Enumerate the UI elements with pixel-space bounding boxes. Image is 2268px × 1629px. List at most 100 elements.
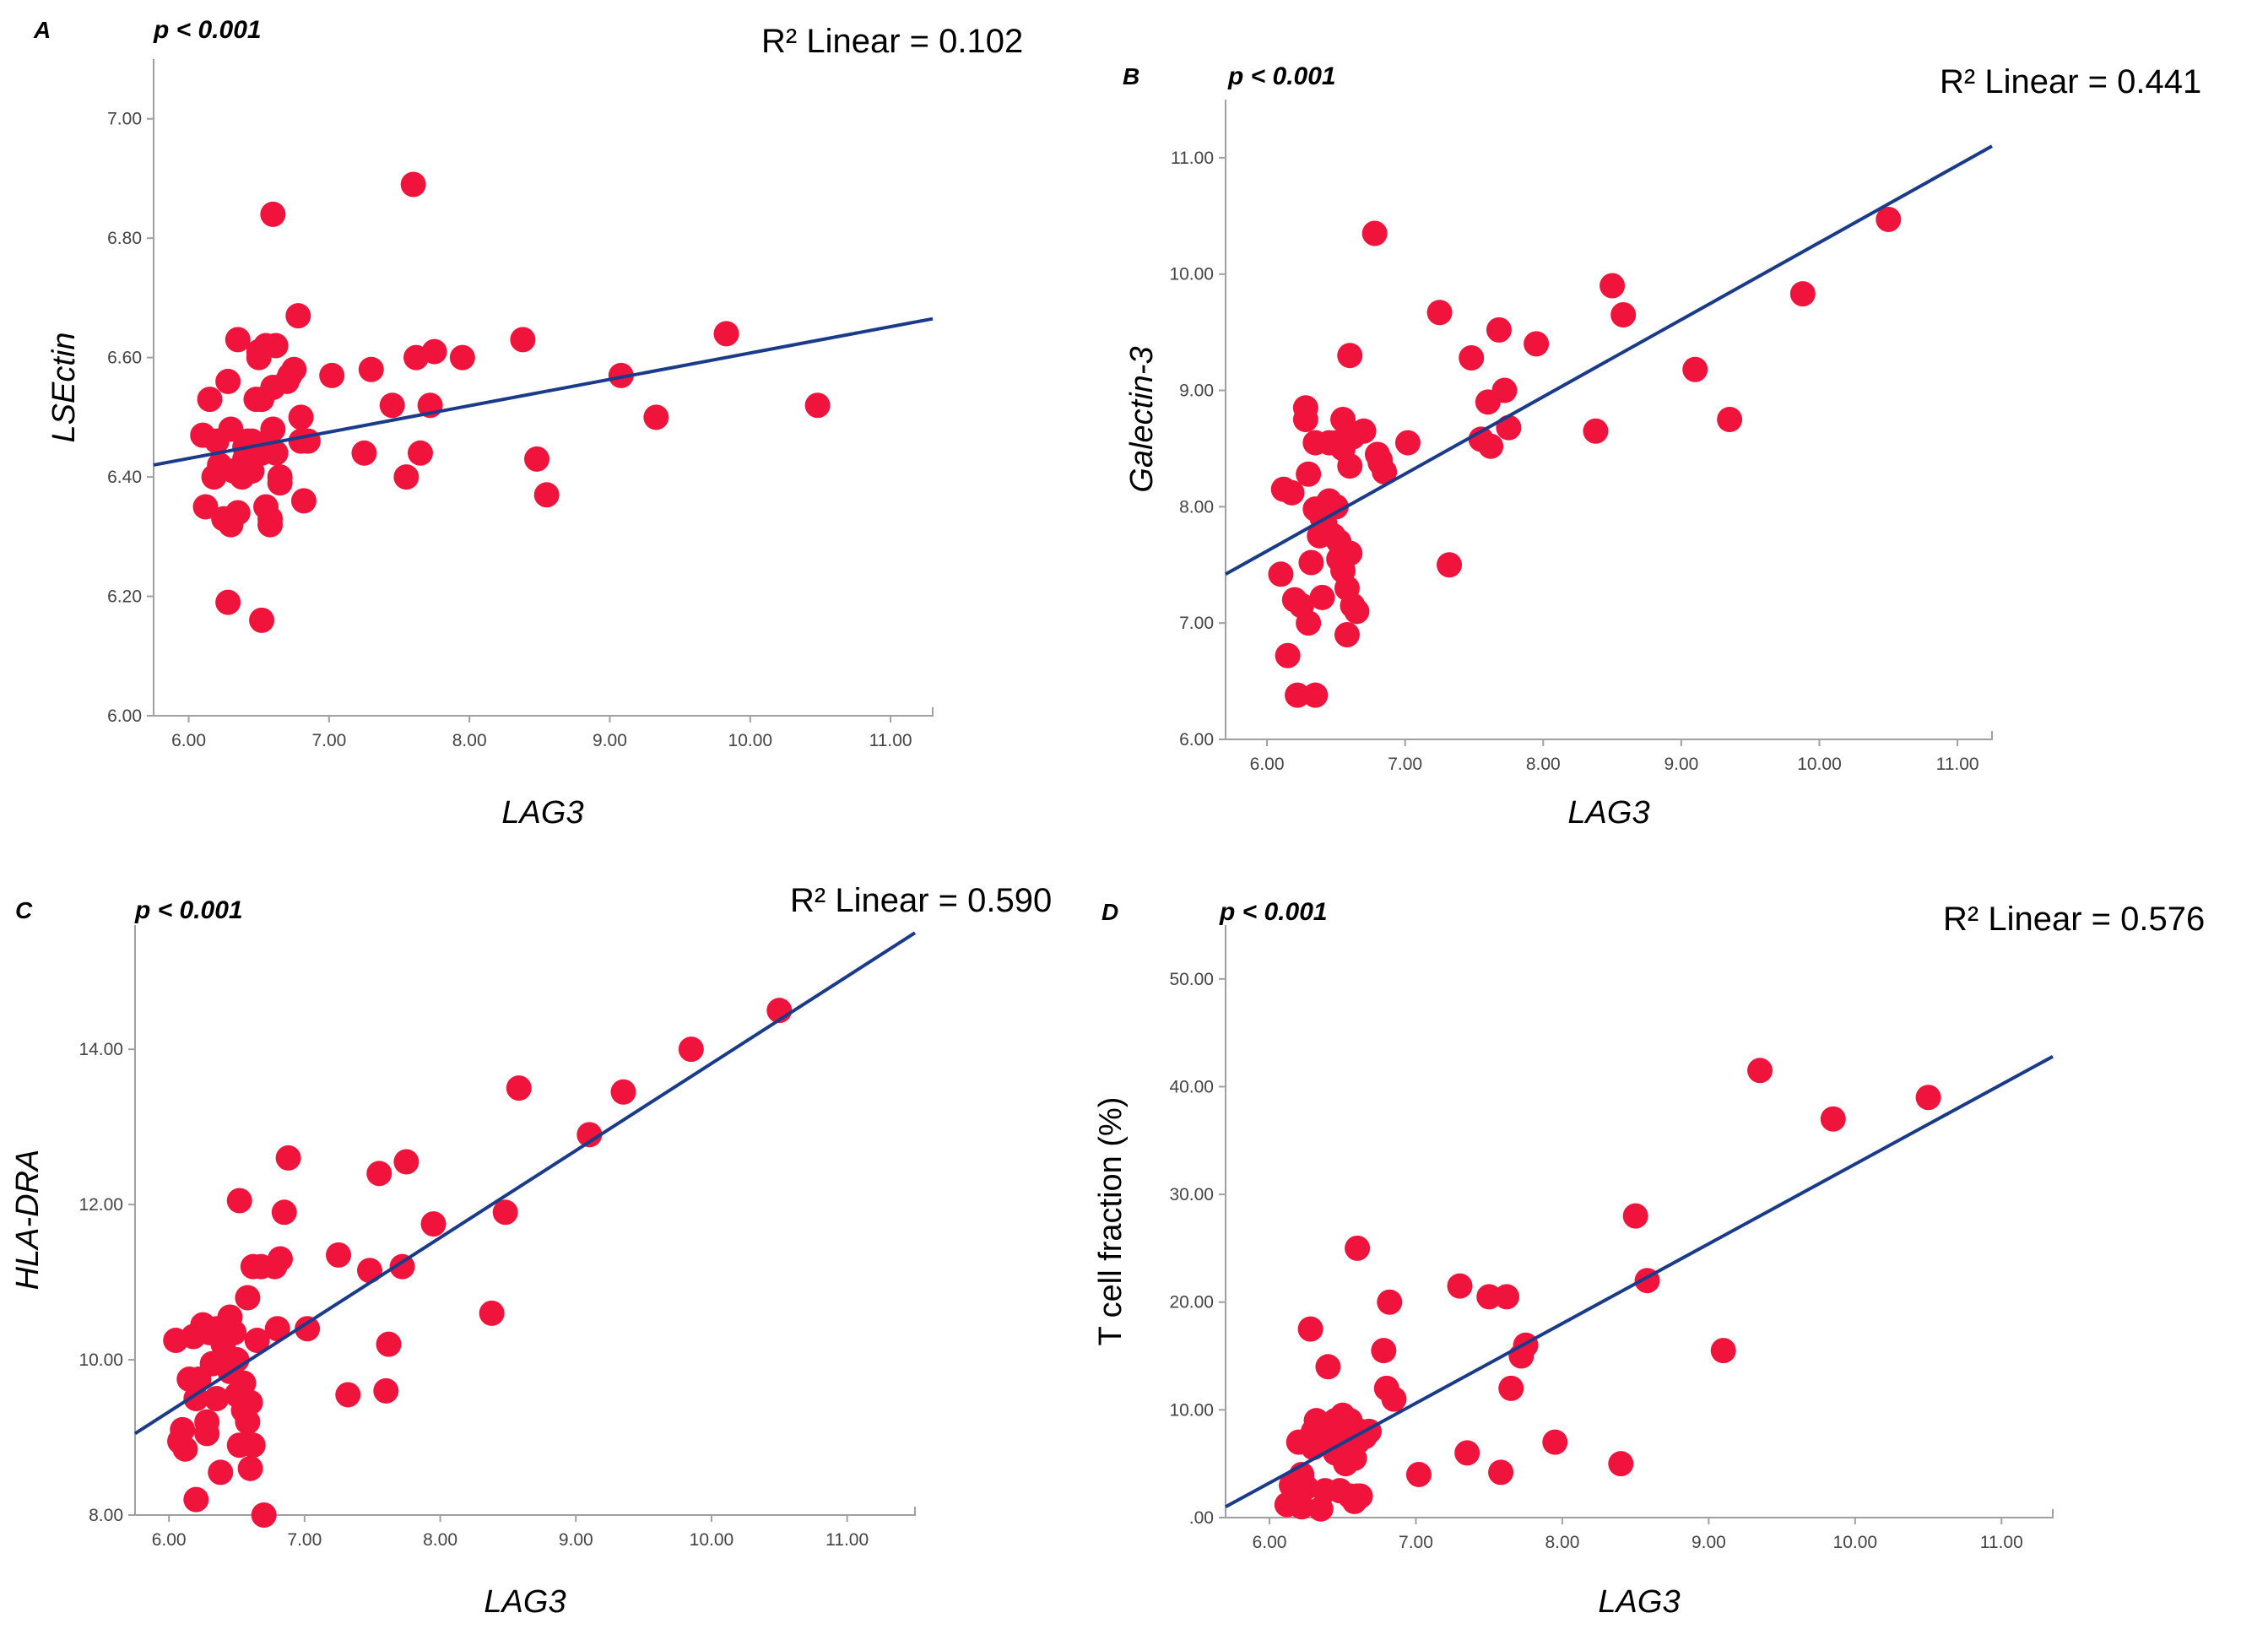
data-point <box>492 1199 518 1226</box>
data-point <box>1296 610 1322 636</box>
data-point <box>235 1285 261 1311</box>
data-point <box>1279 479 1305 506</box>
data-point <box>1361 220 1388 246</box>
data-point <box>1405 1461 1432 1487</box>
data-point <box>351 440 377 466</box>
y-axis-label: Galectin-3 <box>1124 346 1160 492</box>
fit-line <box>1225 1054 2054 1508</box>
y-tick-label: 50.00 <box>1169 970 1214 989</box>
data-point <box>1309 584 1335 610</box>
data-point <box>1268 561 1294 587</box>
x-tick-label: 9.00 <box>559 1530 593 1550</box>
data-point <box>533 482 560 508</box>
data-point <box>389 1253 415 1280</box>
data-point <box>407 440 433 466</box>
x-tick-label: 8.00 <box>423 1530 457 1550</box>
y-tick-label: 20.00 <box>1169 1293 1214 1312</box>
y-tick-label: 10.00 <box>1169 265 1214 284</box>
data-point <box>203 1386 230 1412</box>
y-tick-label: 6.00 <box>1179 730 1214 750</box>
data-point <box>257 511 284 538</box>
data-point <box>524 446 550 472</box>
x-tick-label: 7.00 <box>1388 755 1422 774</box>
data-point <box>400 171 426 198</box>
x-tick-label: 7.00 <box>287 1530 322 1550</box>
y-tick-label: 9.00 <box>1179 382 1214 401</box>
axis-frame <box>134 925 916 1516</box>
data-point <box>264 1316 290 1342</box>
data-point <box>1377 1289 1403 1315</box>
data-point <box>1298 549 1324 576</box>
x-tick-label: 11.00 <box>1980 1533 2023 1552</box>
panel-letter: C <box>15 897 33 923</box>
r-squared-label: R² Linear = 0.590 <box>790 882 1052 919</box>
data-point <box>1292 407 1318 432</box>
data-point <box>215 589 241 615</box>
y-tick-label: 12.00 <box>78 1195 123 1215</box>
data-point <box>1459 344 1485 371</box>
data-point <box>1394 430 1421 456</box>
data-point <box>295 1316 321 1342</box>
x-tick-label: 11.00 <box>869 731 912 750</box>
data-point <box>183 1486 209 1513</box>
data-point <box>420 1211 447 1237</box>
data-point <box>281 356 307 382</box>
data-point <box>249 607 275 633</box>
data-point <box>290 488 317 514</box>
data-point <box>479 1300 505 1326</box>
r-squared-label: R² Linear = 0.576 <box>1943 901 2205 938</box>
data-point <box>1476 1284 1502 1310</box>
data-point <box>215 368 241 394</box>
data-point <box>1323 1413 1349 1439</box>
fit-line <box>1225 144 1993 576</box>
data-point <box>1608 1451 1634 1477</box>
y-tick-label: 6.80 <box>107 229 142 248</box>
x-tick-label: 7.00 <box>1399 1533 1433 1552</box>
data-point <box>678 1036 704 1063</box>
data-point <box>260 201 286 227</box>
p-value-label: p < 0.001 <box>134 896 243 924</box>
x-axis-label: LAG3 <box>501 795 583 831</box>
y-axis-label: T cell fraction (%) <box>1093 1097 1129 1346</box>
data-point <box>1285 682 1311 708</box>
x-tick-label: 7.00 <box>311 731 346 750</box>
data-point <box>319 362 345 388</box>
data-point <box>275 1145 301 1171</box>
x-tick-label: 8.00 <box>1545 1533 1580 1552</box>
axis-frame <box>1225 100 1993 740</box>
panel-letter: A <box>33 17 51 43</box>
data-point <box>326 1242 352 1268</box>
data-point <box>358 356 384 382</box>
y-tick-label: 7.00 <box>107 110 142 129</box>
data-point <box>194 1409 220 1435</box>
data-point <box>576 1122 603 1148</box>
data-point <box>288 404 314 430</box>
data-point <box>1710 1338 1736 1364</box>
x-tick-label: 10.00 <box>728 731 773 750</box>
x-tick-label: 11.00 <box>1936 755 1979 774</box>
data-point <box>1583 418 1609 444</box>
data-point <box>608 362 634 388</box>
data-point <box>1437 552 1463 578</box>
data-point <box>267 1246 293 1272</box>
data-point <box>610 1079 636 1105</box>
data-point <box>643 404 669 430</box>
data-point <box>510 327 536 353</box>
y-tick-label: 14.00 <box>78 1040 123 1059</box>
x-axis-label: LAG3 <box>484 1584 566 1620</box>
data-point <box>251 1502 277 1528</box>
x-axis-label: LAG3 <box>1598 1584 1680 1620</box>
x-tick-label: 6.00 <box>171 731 206 750</box>
data-point <box>1488 1459 1514 1486</box>
x-tick-label: 10.00 <box>1833 1533 1878 1552</box>
data-point <box>240 1432 266 1459</box>
p-value-label: p < 0.001 <box>1219 898 1328 926</box>
panel-c: C p < 0.001 R² Linear = 0.590 HLA-DRA LA… <box>10 882 1052 1620</box>
data-point <box>1275 642 1301 668</box>
data-point <box>713 321 739 347</box>
data-point <box>221 1319 247 1345</box>
y-tick-label: 6.00 <box>107 706 142 726</box>
data-point <box>244 1328 270 1354</box>
panel-a: A p < 0.001 R² Linear = 0.102 LSEctin LA… <box>33 16 1023 831</box>
